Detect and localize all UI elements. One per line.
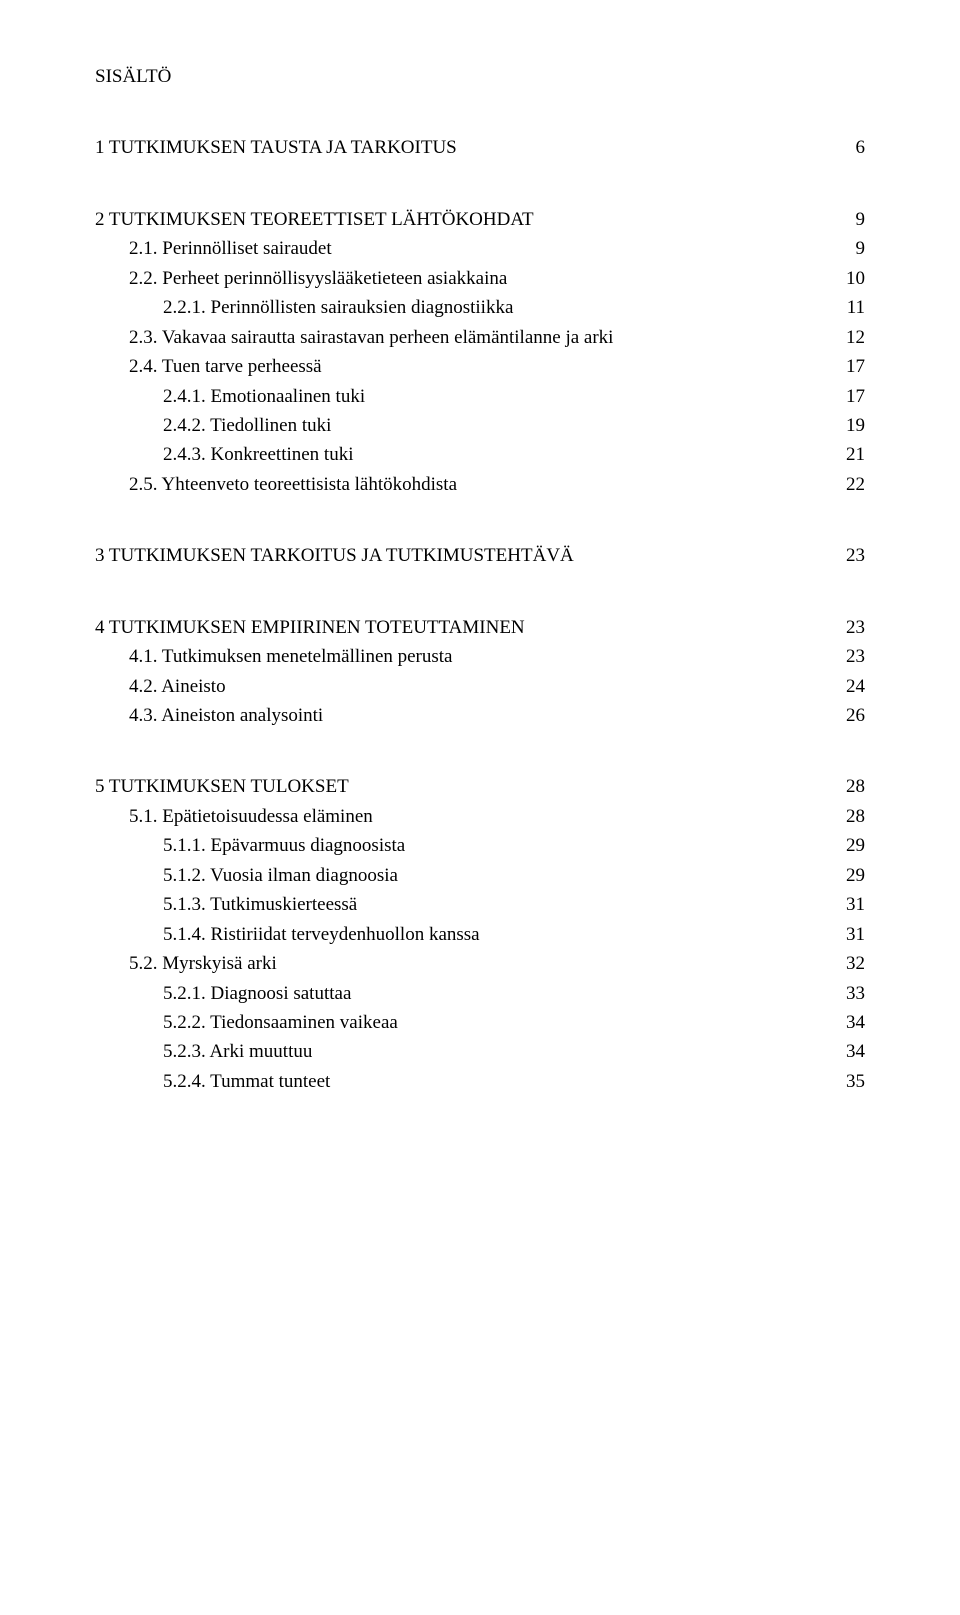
- toc-entry-label: 2.1. Perinnölliset sairaudet: [95, 234, 835, 263]
- toc-heading-page: 28: [835, 772, 865, 801]
- toc-heading-label: 1 TUTKIMUKSEN TAUSTA JA TARKOITUS: [95, 133, 835, 162]
- toc-heading-page: 23: [835, 541, 865, 570]
- toc-entry: 2.2.1. Perinnöllisten sairauksien diagno…: [95, 293, 865, 322]
- toc-entry-page: 10: [835, 264, 865, 293]
- toc-entry-label: 5.1. Epätietoisuudessa eläminen: [95, 802, 835, 831]
- toc-entry-label: 4.1. Tutkimuksen menetelmällinen perusta: [95, 642, 835, 671]
- toc-entry: 5.1.1. Epävarmuus diagnoosista29: [95, 831, 865, 860]
- toc-entry-page: 22: [835, 470, 865, 499]
- toc-entry-page: 17: [835, 382, 865, 411]
- toc-entry-label: 4.3. Aineiston analysointi: [95, 701, 835, 730]
- toc-entry: 5.2.3. Arki muuttuu34: [95, 1037, 865, 1066]
- toc-section: 1 TUTKIMUKSEN TAUSTA JA TARKOITUS6: [95, 133, 865, 162]
- toc-entry-label: 5.2.4. Tummat tunteet: [95, 1067, 835, 1096]
- toc-section: 4 TUTKIMUKSEN EMPIIRINEN TOTEUTTAMINEN23…: [95, 613, 865, 731]
- toc-entry-label: 5.1.3. Tutkimuskierteessä: [95, 890, 835, 919]
- toc-entry-page: 34: [835, 1008, 865, 1037]
- toc-entry-page: 23: [835, 642, 865, 671]
- toc-heading-label: 4 TUTKIMUKSEN EMPIIRINEN TOTEUTTAMINEN: [95, 613, 835, 642]
- toc-entry-page: 9: [835, 234, 865, 263]
- toc-entry: 5.2.1. Diagnoosi satuttaa33: [95, 979, 865, 1008]
- toc-entry: 2.4.1. Emotionaalinen tuki17: [95, 382, 865, 411]
- toc-entry-page: 32: [835, 949, 865, 978]
- document-title: SISÄLTÖ: [95, 62, 865, 91]
- toc-heading-line: 1 TUTKIMUKSEN TAUSTA JA TARKOITUS6: [95, 133, 865, 162]
- toc-entry-label: 2.2. Perheet perinnöllisyyslääketieteen …: [95, 264, 835, 293]
- toc-heading-page: 9: [835, 205, 865, 234]
- toc-entry: 4.3. Aineiston analysointi26: [95, 701, 865, 730]
- toc-entry-label: 5.2. Myrskyisä arki: [95, 949, 835, 978]
- toc-entry-page: 29: [835, 831, 865, 860]
- toc-entry-page: 24: [835, 672, 865, 701]
- toc-entry-label: 5.2.1. Diagnoosi satuttaa: [95, 979, 835, 1008]
- toc-entry-page: 28: [835, 802, 865, 831]
- toc-entry: 2.1. Perinnölliset sairaudet9: [95, 234, 865, 263]
- toc-entry-label: 4.2. Aineisto: [95, 672, 835, 701]
- toc-entry-page: 31: [835, 890, 865, 919]
- toc-entry-page: 29: [835, 861, 865, 890]
- toc-entry-page: 26: [835, 701, 865, 730]
- toc-entry-page: 19: [835, 411, 865, 440]
- toc-entry: 5.1. Epätietoisuudessa eläminen28: [95, 802, 865, 831]
- toc-section: 3 TUTKIMUKSEN TARKOITUS JA TUTKIMUSTEHTÄ…: [95, 541, 865, 570]
- toc-heading-line: 2 TUTKIMUKSEN TEOREETTISET LÄHTÖKOHDAT9: [95, 205, 865, 234]
- toc-entry-page: 35: [835, 1067, 865, 1096]
- toc-section: 5 TUTKIMUKSEN TULOKSET285.1. Epätietoisu…: [95, 772, 865, 1096]
- toc-entry: 2.3. Vakavaa sairautta sairastavan perhe…: [95, 323, 865, 352]
- toc-entry-label: 2.5. Yhteenveto teoreettisista lähtökohd…: [95, 470, 835, 499]
- toc-entry-page: 21: [835, 440, 865, 469]
- toc-entry: 5.1.2. Vuosia ilman diagnoosia29: [95, 861, 865, 890]
- toc-entry: 5.1.4. Ristiriidat terveydenhuollon kans…: [95, 920, 865, 949]
- toc-entry: 2.2. Perheet perinnöllisyyslääketieteen …: [95, 264, 865, 293]
- toc-entry-label: 2.4.3. Konkreettinen tuki: [95, 440, 835, 469]
- toc-heading-line: 4 TUTKIMUKSEN EMPIIRINEN TOTEUTTAMINEN23: [95, 613, 865, 642]
- toc-entry: 4.2. Aineisto24: [95, 672, 865, 701]
- toc-entry-page: 31: [835, 920, 865, 949]
- toc-entry: 2.5. Yhteenveto teoreettisista lähtökohd…: [95, 470, 865, 499]
- toc-entry: 2.4. Tuen tarve perheessä17: [95, 352, 865, 381]
- toc-heading-line: 5 TUTKIMUKSEN TULOKSET28: [95, 772, 865, 801]
- toc-entry: 2.4.2. Tiedollinen tuki19: [95, 411, 865, 440]
- toc-heading-page: 23: [835, 613, 865, 642]
- toc-heading-label: 2 TUTKIMUKSEN TEOREETTISET LÄHTÖKOHDAT: [95, 205, 835, 234]
- toc-entry-page: 11: [835, 293, 865, 322]
- toc-entry-label: 2.2.1. Perinnöllisten sairauksien diagno…: [95, 293, 835, 322]
- toc-entry-label: 2.3. Vakavaa sairautta sairastavan perhe…: [95, 323, 835, 352]
- toc-entry: 5.1.3. Tutkimuskierteessä31: [95, 890, 865, 919]
- toc-entry-page: 34: [835, 1037, 865, 1066]
- toc-heading-label: 3 TUTKIMUKSEN TARKOITUS JA TUTKIMUSTEHTÄ…: [95, 541, 835, 570]
- toc-entry-label: 5.1.1. Epävarmuus diagnoosista: [95, 831, 835, 860]
- toc-entry-label: 2.4. Tuen tarve perheessä: [95, 352, 835, 381]
- toc-entry-page: 17: [835, 352, 865, 381]
- toc-entry-label: 2.4.1. Emotionaalinen tuki: [95, 382, 835, 411]
- toc-container: 1 TUTKIMUKSEN TAUSTA JA TARKOITUS6 2 TUTK…: [95, 133, 865, 1096]
- toc-entry: 5.2. Myrskyisä arki32: [95, 949, 865, 978]
- toc-entry-label: 5.2.2. Tiedonsaaminen vaikeaa: [95, 1008, 835, 1037]
- toc-entry-label: 5.1.2. Vuosia ilman diagnoosia: [95, 861, 835, 890]
- toc-entry-label: 5.1.4. Ristiriidat terveydenhuollon kans…: [95, 920, 835, 949]
- toc-section: 2 TUTKIMUKSEN TEOREETTISET LÄHTÖKOHDAT92…: [95, 205, 865, 499]
- toc-entry: 4.1. Tutkimuksen menetelmällinen perusta…: [95, 642, 865, 671]
- toc-entry: 2.4.3. Konkreettinen tuki21: [95, 440, 865, 469]
- toc-entry-page: 12: [835, 323, 865, 352]
- toc-heading-label: 5 TUTKIMUKSEN TULOKSET: [95, 772, 835, 801]
- toc-entry: 5.2.2. Tiedonsaaminen vaikeaa34: [95, 1008, 865, 1037]
- toc-entry-label: 2.4.2. Tiedollinen tuki: [95, 411, 835, 440]
- toc-entry: 5.2.4. Tummat tunteet35: [95, 1067, 865, 1096]
- toc-entry-page: 33: [835, 979, 865, 1008]
- toc-heading-line: 3 TUTKIMUKSEN TARKOITUS JA TUTKIMUSTEHTÄ…: [95, 541, 865, 570]
- toc-heading-page: 6: [835, 133, 865, 162]
- toc-entry-label: 5.2.3. Arki muuttuu: [95, 1037, 835, 1066]
